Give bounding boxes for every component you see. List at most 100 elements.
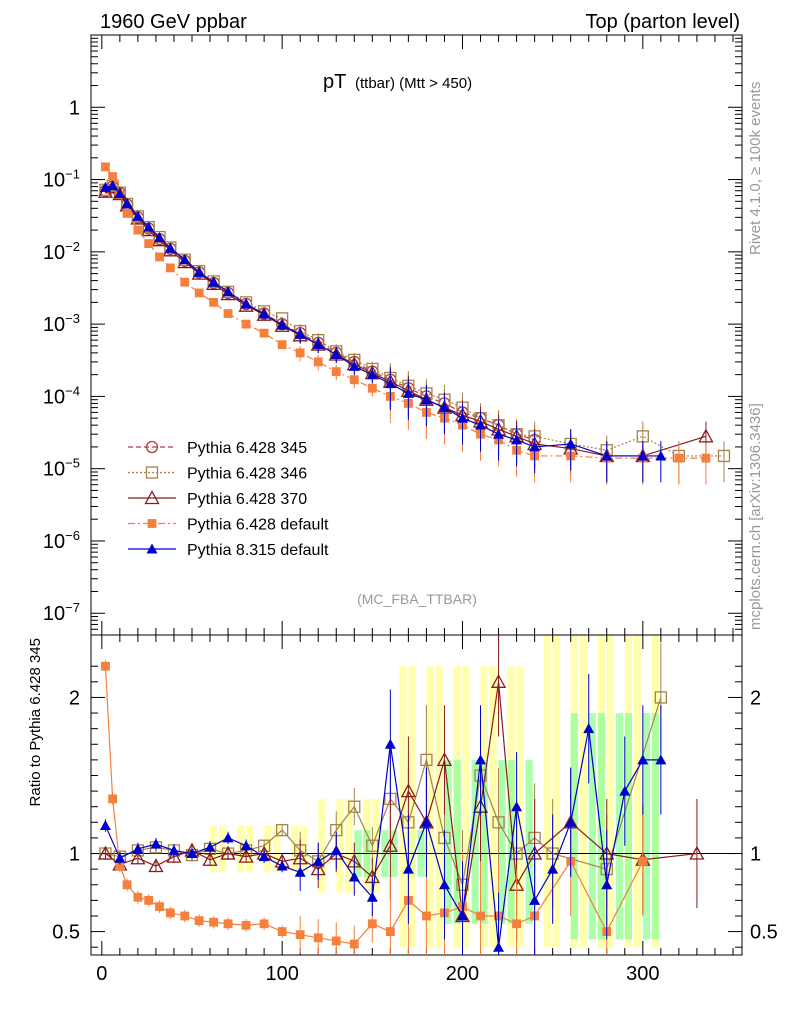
main-panel: 10−7 10−6 10−5 10−4 10−3 10−2 10−1 1 pT (ttbar)…	[43, 34, 743, 636]
ratio-data-point	[348, 871, 360, 882]
ratio-data-point	[400, 783, 416, 798]
main-data-point	[565, 438, 577, 449]
ratio-band-segment	[552, 635, 560, 948]
legend-marker	[144, 490, 160, 505]
ratio-data-point	[493, 941, 505, 952]
main-data-point	[165, 263, 175, 273]
ratio-data-point	[331, 936, 341, 946]
main-data-point	[194, 288, 204, 298]
ratio-data-point	[223, 919, 233, 929]
ratio-data-point	[115, 861, 125, 871]
legend-label: Pythia 6.428 default	[187, 517, 329, 534]
ratio-data-point	[166, 848, 182, 863]
ratio-data-point	[655, 754, 667, 765]
main-data-point	[312, 339, 324, 350]
main-series-line	[105, 185, 661, 457]
ratio-data-point	[222, 832, 234, 843]
main-y-tick-label: 1	[69, 97, 80, 119]
main-data-point	[193, 266, 205, 277]
ratio-data-point	[384, 738, 396, 749]
main-data-point	[240, 298, 252, 309]
main-x-ticks	[101, 35, 734, 635]
ratio-band-segment	[651, 713, 660, 940]
legend: Pythia 6.428 345 Pythia 6.428 346 Pythia 6…	[128, 440, 329, 559]
main-data-point	[349, 375, 359, 385]
main-data-point	[222, 286, 234, 297]
ratio-band-segment	[264, 825, 272, 873]
main-y-tick-label: 10−4	[43, 383, 80, 408]
ratio-data-point	[422, 911, 431, 921]
ratio-band-segment	[516, 666, 524, 948]
ratio-band-segment	[480, 759, 488, 924]
ratio-data-point	[148, 858, 164, 873]
ratio-data-point	[511, 801, 523, 812]
ratio-data-point	[130, 850, 146, 865]
main-y-tick-exponent: −6	[65, 528, 80, 543]
ratio-band-segment	[588, 713, 596, 940]
ratio-data-point	[186, 848, 198, 859]
main-series-4	[99, 180, 667, 483]
legend-label: Pythia 8.315 default	[187, 542, 329, 559]
ratio-data-point	[276, 860, 288, 871]
main-data-point	[241, 319, 251, 329]
ratio-series-3	[99, 674, 667, 955]
legend-entry: Pythia 6.428 370	[128, 490, 307, 508]
ratio-data-point	[436, 752, 453, 767]
ratio-band-segment	[453, 759, 461, 924]
main-series-line	[105, 185, 535, 441]
ratio-data-point	[313, 933, 323, 943]
ratio-data-point	[97, 845, 114, 860]
main-series-line	[104, 166, 706, 459]
main-y-tick-label: 10−7	[43, 600, 80, 625]
main-data-point	[330, 348, 342, 359]
main-series-0	[99, 180, 541, 467]
ratio-data-point	[132, 843, 144, 854]
ratio-data-point	[294, 866, 306, 877]
main-y-tick-exponent: −1	[65, 167, 80, 182]
ratio-y-tick-label-right: 2	[750, 687, 761, 709]
ratio-data-point	[475, 754, 487, 765]
ratio-data-point	[367, 919, 377, 929]
main-data-point	[258, 308, 270, 319]
main-data-point	[698, 428, 714, 443]
ratio-data-point	[99, 819, 111, 830]
ratio-panel: 0.5 0.5 1 1 2 2 0 100 200 300 Ratio to Pythia 6.…	[27, 634, 778, 985]
plot-title-sub: (ttbar) (Mtt > 450)	[355, 75, 472, 92]
ratio-data-point	[438, 879, 450, 890]
main-data-point	[164, 242, 176, 253]
ratio-y-label: Ratio to Pythia 6.428 345	[27, 638, 44, 806]
main-data-point	[223, 309, 233, 318]
ratio-data-point	[144, 895, 154, 905]
ratio-data-point	[133, 892, 143, 902]
main-data-point	[101, 162, 110, 172]
ratio-band-segment	[408, 666, 416, 948]
main-y-tick-label: 10−5	[43, 456, 80, 481]
legend-entry: Pythia 6.428 346	[128, 466, 307, 483]
ratio-data-point	[654, 691, 668, 704]
ratio-band-segment	[435, 666, 443, 948]
main-data-point	[114, 188, 126, 199]
main-data-point	[438, 402, 450, 413]
main-y-tick-exponent: −2	[65, 239, 80, 254]
ratio-data-point	[638, 856, 648, 866]
ratio-data-point	[601, 879, 613, 890]
ratio-series-line	[104, 728, 661, 948]
main-data-point	[529, 441, 541, 452]
main-data-point	[180, 277, 190, 287]
legend-label: Pythia 6.428 370	[187, 491, 307, 508]
ratio-y-axis: 0.5 0.5 1 1 2 2	[52, 665, 778, 948]
main-y-tick-exponent: −5	[65, 456, 80, 471]
ratio-data-point	[529, 894, 541, 905]
ratio-band-segment	[633, 635, 642, 948]
ratio-data-point	[366, 891, 378, 902]
main-data-point	[384, 378, 396, 389]
ratio-data-point	[150, 838, 162, 849]
ratio-data-point	[241, 920, 251, 930]
ratio-band-segment	[273, 825, 281, 873]
main-data-point	[164, 241, 177, 254]
ratio-x-tick-label: 200	[446, 963, 479, 985]
ratio-band-segment	[345, 798, 353, 893]
ratio-y-tick-label: 0.5	[52, 922, 80, 944]
legend-marker	[145, 440, 159, 454]
